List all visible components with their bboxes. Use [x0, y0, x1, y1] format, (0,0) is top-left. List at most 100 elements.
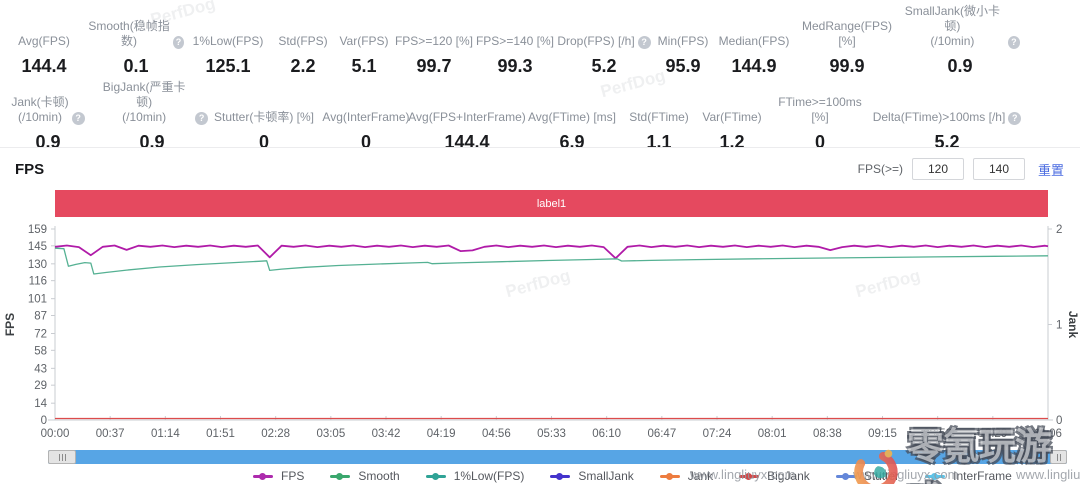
scrollbar-handle-right[interactable] [1050, 450, 1067, 464]
svg-text:02:28: 02:28 [261, 428, 290, 440]
help-icon[interactable]: ? [71, 112, 85, 125]
stats_row2-item-7: Var(FTime) 1.2 [696, 93, 768, 154]
stat-value: 0.9 [35, 132, 61, 152]
scrollbar-handle-left[interactable] [48, 450, 76, 464]
stat-label: Smooth(稳帧指数)? [88, 17, 184, 49]
stats_row2-item-6: Std(FTime) 1.1 [622, 93, 696, 154]
legend-label: Stutter [863, 469, 900, 483]
svg-text:00:00: 00:00 [41, 428, 70, 440]
stat-label-text: FPS>=140 [%] [475, 34, 555, 48]
legend-item-stutter[interactable]: Stutter [835, 469, 900, 483]
stat-value: 144.4 [21, 56, 67, 76]
stat-label-text: Median(FPS) [718, 34, 790, 48]
stat-value: 0.1 [123, 56, 149, 76]
stat-value: 6.9 [559, 132, 585, 152]
help-icon[interactable]: ? [637, 36, 651, 49]
svg-text:145: 145 [28, 241, 47, 253]
legend-item-bigjank[interactable]: BigJank [739, 469, 810, 483]
stats-row-2: Jank(卡顿) (/10min)? 0.9 BigJank(严重卡顿) (/10m… [0, 80, 1080, 154]
stat-label-text: FPS>=120 [%] [394, 34, 474, 48]
legend-label: InterFrame [953, 469, 1012, 483]
legend-marker-icon [253, 472, 273, 480]
divider [0, 147, 1080, 148]
legend-item-jank[interactable]: Jank [659, 469, 713, 483]
legend-item-interframe[interactable]: InterFrame [925, 469, 1012, 483]
stat-label: FPS>=120 [%] [395, 17, 473, 49]
legend-marker-icon [739, 472, 760, 480]
stats_row1-item-5: FPS>=120 [%] 99.7 [394, 17, 474, 78]
section-title-fps: FPS [15, 160, 45, 178]
help-icon[interactable]: ? [1008, 112, 1022, 125]
stat-label: FPS>=140 [%] [476, 17, 554, 49]
svg-text:01:51: 01:51 [206, 428, 235, 440]
stat-label: Var(FPS) [339, 17, 388, 49]
fps-threshold-input-2[interactable] [972, 158, 1025, 180]
legend-label: SmallJank [578, 469, 634, 483]
svg-text:0: 0 [41, 415, 47, 427]
fps-threshold-input-1[interactable] [911, 158, 964, 180]
stat-value: 144.4 [444, 132, 490, 152]
stat-label: Std(FPS) [278, 17, 327, 49]
svg-text:09:15: 09:15 [868, 428, 897, 440]
stats_row1-item-11: SmallJank(微小卡顿) (/10min)? 0.9 [900, 4, 1020, 78]
stat-label: SmallJank(微小卡顿) (/10min)? [900, 4, 1020, 49]
stats_row1-item-1: Smooth(稳帧指数)? 0.1 [88, 17, 184, 78]
legend-item-1-low-fps-[interactable]: 1%Low(FPS) [425, 469, 524, 483]
svg-text:07:24: 07:24 [703, 428, 732, 440]
stat-value: 99.3 [497, 56, 533, 76]
stats_row1-item-4: Var(FPS) 5.1 [334, 17, 394, 78]
help-icon[interactable]: ? [195, 112, 208, 125]
stat-label-text: Avg(InterFrame) [322, 110, 410, 124]
svg-text:01:14: 01:14 [151, 428, 180, 440]
legend-item-smalljank[interactable]: SmallJank [550, 469, 634, 483]
svg-text:58: 58 [34, 345, 47, 357]
stats_row2-item-0: Jank(卡顿) (/10min)? 0.9 [0, 93, 96, 154]
help-icon[interactable]: ? [173, 36, 184, 49]
stats_row2-item-8: FTime>=100ms [%] 0 [768, 93, 872, 154]
svg-text:11:06: 11:06 [1034, 428, 1062, 440]
svg-text:159: 159 [28, 224, 47, 236]
legend-label: FPS [281, 469, 305, 483]
stats_row2-item-9: Delta(FTime)>100ms [/h]? 5.2 [872, 93, 1022, 154]
svg-text:1: 1 [1056, 320, 1062, 332]
stat-label: FTime>=100ms [%] [768, 93, 872, 125]
stat-label: Avg(FTime) [ms] [528, 93, 616, 125]
svg-text:00:37: 00:37 [96, 428, 125, 440]
stat-value: 1.2 [719, 132, 745, 152]
help-icon[interactable]: ? [1007, 36, 1020, 49]
svg-text:87: 87 [34, 310, 47, 322]
perfdog-watermark: PerfDog [853, 265, 923, 302]
svg-text:03:42: 03:42 [372, 428, 401, 440]
stats_row2-item-1: BigJank(严重卡顿) (/10min)? 0.9 [96, 80, 208, 154]
stat-label-text: MedRange(FPS)[%] [801, 19, 893, 48]
svg-text:FPS: FPS [3, 313, 17, 336]
stats_row1-item-0: Avg(FPS) 144.4 [0, 17, 88, 78]
stat-label-text: BigJank(严重卡顿) (/10min) [102, 80, 186, 124]
legend-marker-icon [659, 472, 680, 480]
stat-label-text: Avg(FPS) [18, 34, 70, 48]
stat-label: 1%Low(FPS) [193, 17, 264, 49]
legend-marker-icon [925, 472, 946, 480]
stat-label: Stutter(卡顿率) [%] [214, 93, 314, 125]
legend-label: BigJank [767, 469, 810, 483]
chart-label-text: label1 [536, 197, 567, 210]
svg-text:06:10: 06:10 [592, 428, 621, 440]
chart-scrollbar[interactable] [48, 450, 1067, 464]
stat-value: 0 [360, 132, 371, 152]
svg-text:08:01: 08:01 [758, 428, 787, 440]
stats_row1-item-9: Median(FPS) 144.9 [714, 17, 794, 78]
svg-text:04:19: 04:19 [427, 428, 456, 440]
svg-text:116: 116 [29, 276, 47, 288]
stat-label: Var(FTime) [702, 93, 761, 125]
stat-label-text: Std(FTime) [629, 110, 689, 124]
stat-label: Std(FTime) [629, 93, 689, 125]
stats_row2-item-4: Avg(FPS+InterFrame) 144.4 [408, 93, 525, 154]
stat-value: 99.9 [829, 56, 865, 76]
legend-item-fps[interactable]: FPS [253, 469, 304, 483]
reset-link[interactable]: 重置 [1037, 162, 1064, 178]
stat-label: Min(FPS) [658, 17, 709, 49]
legend-item-smooth[interactable]: Smooth [330, 469, 400, 483]
svg-text:04:56: 04:56 [482, 428, 511, 440]
legend-marker-icon [835, 472, 856, 480]
svg-text:09:52: 09:52 [923, 428, 952, 440]
